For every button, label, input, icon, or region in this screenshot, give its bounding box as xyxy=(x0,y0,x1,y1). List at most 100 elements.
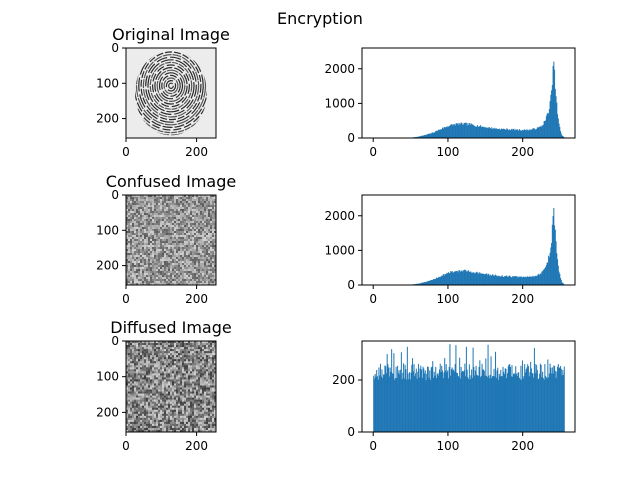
pixel xyxy=(142,399,145,402)
fingerprint-ridge xyxy=(168,82,174,90)
histogram-bar xyxy=(427,281,429,285)
pixel xyxy=(208,231,211,234)
pixel xyxy=(192,393,195,396)
pixel xyxy=(214,221,217,224)
pixel xyxy=(158,377,161,380)
pixel xyxy=(136,419,139,423)
pixel xyxy=(136,261,139,264)
pixel xyxy=(206,423,209,427)
pixel xyxy=(190,245,193,248)
pixel xyxy=(166,253,169,256)
pixel xyxy=(130,255,133,258)
pixel xyxy=(194,253,197,256)
pixel xyxy=(142,413,145,417)
pixel xyxy=(142,207,145,210)
pixel xyxy=(194,277,197,280)
pixel xyxy=(138,429,141,433)
pixel xyxy=(128,255,131,258)
pixel xyxy=(194,219,197,222)
pixel xyxy=(136,271,139,274)
pixel xyxy=(174,369,177,372)
pixel xyxy=(148,405,151,409)
pixel xyxy=(200,253,203,256)
pixel xyxy=(210,343,213,346)
pixel xyxy=(152,237,155,240)
pixel xyxy=(152,195,155,198)
pixel xyxy=(188,245,191,248)
pixel xyxy=(168,219,171,222)
pixel xyxy=(156,247,159,250)
pixel xyxy=(210,347,213,350)
pixel xyxy=(172,223,175,226)
pixel xyxy=(168,363,171,366)
pixel xyxy=(208,369,211,372)
pixel xyxy=(128,367,131,370)
pixel xyxy=(194,385,197,388)
pixel xyxy=(138,263,141,266)
pixel xyxy=(182,249,185,252)
pixel xyxy=(192,249,195,252)
figure-title: Encryption xyxy=(277,9,363,28)
pixel xyxy=(152,205,155,208)
pixel xyxy=(180,231,183,234)
pixel xyxy=(190,213,193,216)
pixel xyxy=(200,215,203,218)
pixel xyxy=(140,357,143,360)
pixel xyxy=(140,343,143,346)
pixel xyxy=(202,225,205,228)
histogram-bar xyxy=(562,282,564,285)
pixel xyxy=(148,219,151,222)
histogram-bar xyxy=(443,127,445,138)
histogram-bar xyxy=(542,371,544,432)
pixel xyxy=(174,283,177,286)
histogram-bar xyxy=(563,283,565,285)
pixel xyxy=(148,259,151,262)
pixel xyxy=(154,427,157,431)
pixel xyxy=(204,407,207,411)
pixel xyxy=(152,223,155,226)
histogram-bar xyxy=(473,125,475,138)
histogram-bar xyxy=(404,364,406,432)
pixel xyxy=(162,345,165,348)
pixel xyxy=(188,357,191,360)
y-tick-label: 2000 xyxy=(324,62,355,76)
pixel xyxy=(196,209,199,212)
pixel xyxy=(192,239,195,242)
pixel xyxy=(176,279,179,282)
pixel xyxy=(208,359,211,362)
histogram-bar xyxy=(444,127,446,138)
pixel xyxy=(192,385,195,388)
pixel xyxy=(146,393,149,396)
pixel xyxy=(214,427,217,431)
pixel xyxy=(210,225,213,228)
pixel xyxy=(132,391,135,394)
histogram-bar xyxy=(479,272,481,285)
pixel xyxy=(154,243,157,246)
pixel xyxy=(152,367,155,370)
pixel xyxy=(206,247,209,250)
pixel xyxy=(150,237,153,240)
pixel xyxy=(170,245,173,248)
pixel xyxy=(136,227,139,230)
pixel xyxy=(146,257,149,260)
pixel xyxy=(140,263,143,266)
pixel xyxy=(158,393,161,396)
pixel xyxy=(196,347,199,350)
pixel xyxy=(196,201,199,204)
pixel xyxy=(198,201,201,204)
pixel xyxy=(198,351,201,354)
pixel xyxy=(206,283,209,286)
pixel xyxy=(146,229,149,232)
pixel xyxy=(202,241,205,244)
pixel xyxy=(146,195,149,198)
pixel xyxy=(186,227,189,230)
pixel xyxy=(174,281,177,284)
pixel xyxy=(138,405,141,409)
pixel xyxy=(184,197,187,200)
pixel xyxy=(194,383,197,386)
pixel xyxy=(174,353,177,356)
pixel xyxy=(134,199,137,202)
pixel xyxy=(174,229,177,232)
histogram-bar xyxy=(409,372,411,432)
pixel xyxy=(194,399,197,402)
